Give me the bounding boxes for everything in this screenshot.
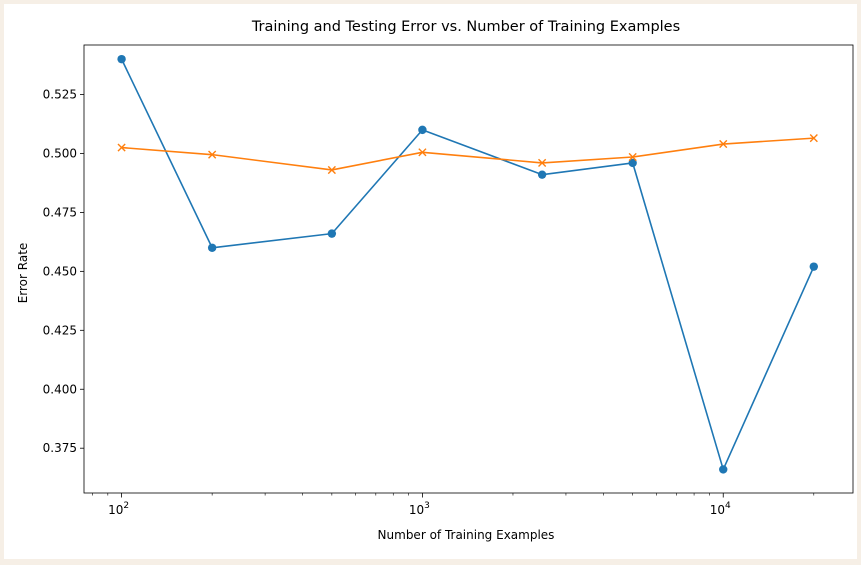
series-1-point xyxy=(117,54,126,64)
series-1-point xyxy=(719,465,728,474)
series-1-point xyxy=(207,243,217,252)
series-1-point xyxy=(327,229,337,238)
figure: Training and Testing Error vs. Number of… xyxy=(4,4,857,559)
series-1-point xyxy=(418,125,427,135)
series-2-point xyxy=(208,150,217,159)
chart: Training and Testing Error vs. Number of… xyxy=(16,19,854,542)
series-2-point xyxy=(809,134,818,143)
x-tick-label: 102 xyxy=(108,501,129,517)
y-tick-label: 0.475 xyxy=(43,205,77,219)
y-tick-label: 0.375 xyxy=(43,441,77,455)
chart-title: Training and Testing Error vs. Number of… xyxy=(251,19,680,35)
series-1-point xyxy=(809,262,818,271)
series-2-point xyxy=(719,139,728,149)
x-tick-label: 104 xyxy=(710,501,731,517)
plot-area: 0.375 0.400 0.425 0.450 0.475 0.500 0.525 102 10… xyxy=(43,44,854,517)
plot-frame xyxy=(83,44,854,494)
series-1-line xyxy=(120,58,815,471)
series-1-point xyxy=(537,170,547,179)
y-tick-label: 0.525 xyxy=(43,88,77,102)
y-axis-label: Error Rate xyxy=(16,243,30,304)
series-2-point xyxy=(327,165,336,175)
series-1-point xyxy=(628,158,637,168)
x-axis-label: Number of Training Examples xyxy=(378,528,555,542)
y-tick-label: 0.400 xyxy=(43,382,77,396)
series-2-point xyxy=(628,152,637,162)
y-tick-label: 0.425 xyxy=(43,323,77,337)
series-2-line xyxy=(121,137,814,171)
y-tick-label: 0.500 xyxy=(43,146,77,160)
series-2-point xyxy=(117,143,126,152)
x-tick-label: 103 xyxy=(409,501,430,517)
y-tick-label: 0.450 xyxy=(43,264,77,278)
series-2-point xyxy=(418,148,427,157)
series-2-point xyxy=(538,158,547,167)
